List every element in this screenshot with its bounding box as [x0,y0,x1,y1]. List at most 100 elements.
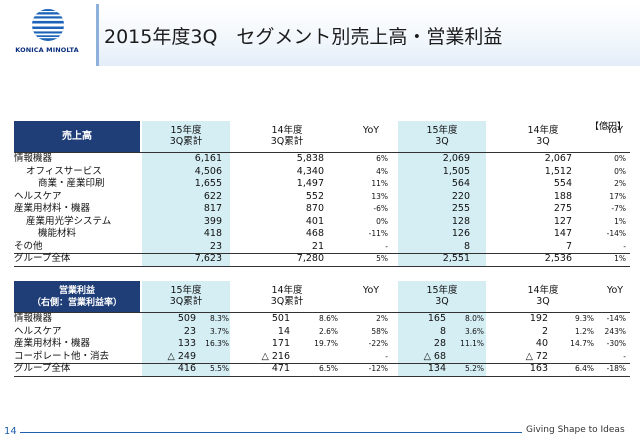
page-number: 14 [4,426,17,437]
row-label: 商業・産業印刷 [38,178,105,189]
cell-value: 220 [451,190,470,202]
cell-value: 4,340 [296,165,324,177]
table-bottom-rule [14,375,630,377]
row-label: 産業用材料・機器 [14,338,91,349]
cell-value: △ 216 [261,350,290,362]
tagline: Giving Shape to Ideas [526,425,625,435]
cell-value: △ 249 [167,350,196,362]
row-label: 産業用光学システム [26,215,112,227]
cell-value: 0% [376,216,388,226]
cell-value: 6% [376,154,388,163]
table-row: コーポレート他・消去 △ 249 △ 216 - △ 68 △ 72 - [14,351,630,364]
cell-value: -14% [606,229,626,238]
highlight-column [398,281,486,376]
table-row: ヘルスケア 622 552 13% 220 188 17% [14,191,630,204]
column-header: 15年度 3Q累計 [142,121,230,157]
cell-value: 468 [305,228,324,239]
cell-value: 188 [553,190,572,202]
slide-header: KONICA MINOLTA 2015年度3Q セグメント別売上高・営業利益 [0,0,640,66]
cell-value: 554 [553,178,572,189]
cell-value: 1,497 [296,178,324,189]
cell-value: 401 [305,215,324,227]
cell-value: 171 [271,338,290,349]
cell-value: 509 [177,313,196,324]
title-bar [96,4,640,66]
column-header: YoY [344,281,398,317]
header-line-1: 14年度 [527,125,559,136]
globe-icon [32,9,64,41]
row-label: 情報機器 [14,153,53,164]
cell-value: 2,067 [544,153,572,164]
cell-value: 2,069 [442,153,470,164]
table-bottom-rule [14,265,630,267]
cell-value: 14 [277,325,290,337]
cell-value: 40 [535,338,548,349]
cell-value: 0% [614,166,626,176]
cell-value: 126 [451,228,470,239]
header-line-2: YoY [606,285,624,296]
cell-value: 275 [553,203,572,214]
header-line-2: YoY [362,285,380,296]
table-row: グループ全体 7,623 7,280 5% 2,551 2,536 1% [14,253,630,266]
cell-value: 2.6% [318,326,338,336]
cell-value: -22% [368,339,388,348]
operating-profit-table: 営業利益 （右側：営業利益率） 15年度 3Q累計 14年度 3Q累計 YoY 15年度 3Q 1… [14,281,630,377]
cell-value: 870 [305,203,324,214]
header-line-2: YoY [606,125,624,136]
cell-value: 3.7% [209,326,229,336]
cell-value: 8.3% [209,314,229,323]
table-row: 産業用光学システム 399 401 0% 128 127 1% [14,216,630,229]
cell-value: -11% [368,229,388,238]
table-row: 機能材料 418 468 -11% 126 147 -14% [14,228,630,241]
cell-value: 622 [203,190,222,202]
cell-value: 1% [614,254,626,263]
header-line-1: 15年度 [170,125,202,136]
cell-value: 6,161 [194,153,222,164]
table-row: 産業用材料・機器 133 16.3% 171 19.7% -22% 28 11.1% 40 14.… [14,338,630,351]
page-title: 2015年度3Q セグメント別売上高・営業利益 [104,26,503,48]
cell-value: - [623,241,626,251]
column-header: 15年度 3Q [398,281,486,317]
header-line-2: 3Q累計 [169,296,203,307]
cell-value: 133 [177,338,196,349]
profit-label-line1: 営業利益 [58,286,95,296]
header-line-2: 3Q [536,296,550,307]
cell-value: 418 [203,228,222,239]
cell-value: 127 [553,215,572,227]
cell-value: -14% [606,314,626,323]
cell-value: 4% [376,166,388,176]
cell-value: 21 [311,240,324,252]
cell-value: 13% [371,191,388,201]
cell-value: 14.7% [570,339,594,348]
cell-value: 471 [271,363,290,374]
profit-label-line2: （右側：営業利益率） [31,298,122,308]
column-header: 14年度 3Q累計 [230,121,344,157]
header-line-1: 14年度 [527,285,559,296]
header-line-1: 15年度 [170,285,202,296]
cell-value: 2,551 [442,253,470,264]
cell-value: 134 [427,363,446,374]
row-label: ヘルスケア [14,325,62,337]
cell-value: -18% [606,364,626,373]
column-header: YoY [344,121,398,157]
header-line-2: 3Q累計 [270,136,304,147]
cell-value: 552 [305,190,324,202]
row-label: オフィスサービス [26,165,102,177]
header-line-1: 15年度 [426,285,458,296]
cell-value: 58% [371,326,388,336]
cell-value: 23 [209,240,222,252]
cell-value: 4,506 [194,165,222,177]
column-header: 15年度 3Q [398,121,486,157]
header-line-1: 14年度 [271,125,303,136]
cell-value: -7% [611,204,626,213]
cell-value: -30% [606,339,626,348]
column-header: YoY [600,121,630,157]
cell-value: -6% [373,204,388,213]
table-row: 産業用材料・機器 817 870 -6% 255 275 -7% [14,203,630,216]
table-row: オフィスサービス 4,506 4,340 4% 1,505 1,512 0% [14,166,630,179]
cell-value: 3.6% [464,326,484,336]
cell-value: 8.0% [464,314,484,323]
table-row: グループ全体 416 5.5% 471 6.5% -12% 134 5.2% 163 6.4% -1… [14,363,630,376]
header-line-2: YoY [362,125,380,136]
sales-header-label: 売上高 [14,121,140,153]
